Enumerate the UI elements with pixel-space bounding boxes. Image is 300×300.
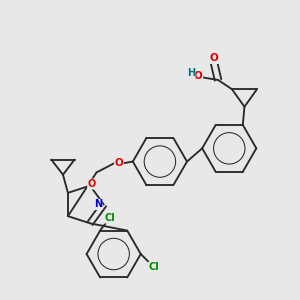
Text: Cl: Cl bbox=[104, 213, 115, 223]
Text: O: O bbox=[194, 70, 203, 81]
Text: O: O bbox=[210, 53, 218, 64]
Text: H: H bbox=[187, 68, 195, 78]
Text: O: O bbox=[115, 158, 123, 168]
Text: O: O bbox=[88, 179, 96, 189]
Text: Cl: Cl bbox=[148, 262, 159, 272]
Text: N: N bbox=[94, 200, 102, 209]
